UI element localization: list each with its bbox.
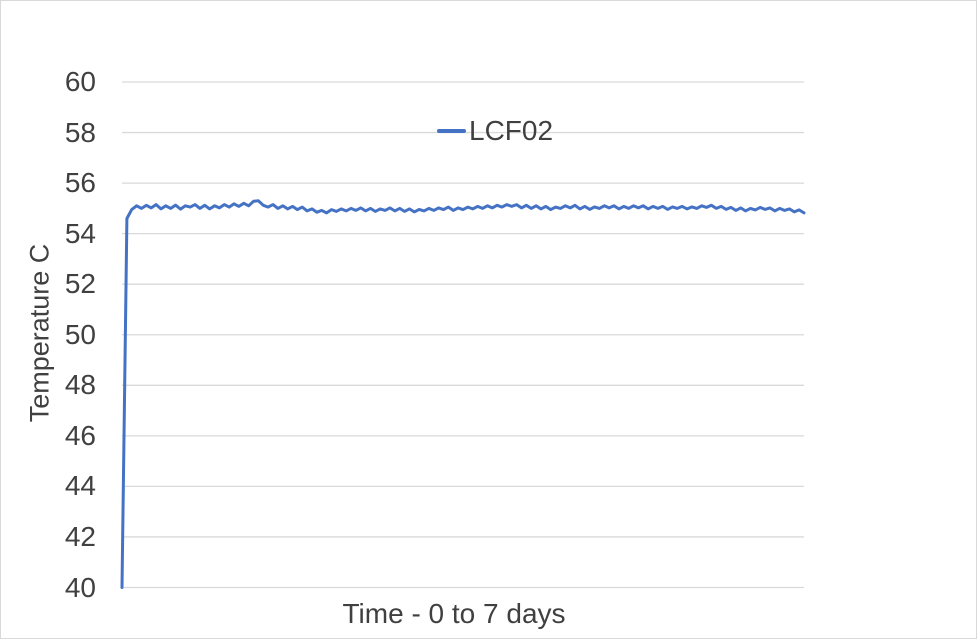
y-axis-title: Temperature C: [24, 243, 55, 423]
series-line-LCF02: [120, 199, 806, 589]
legend-label: LCF02: [469, 115, 554, 146]
y-tick-label-40: 40: [64, 571, 96, 603]
y-tick-label-52: 52: [64, 268, 96, 300]
y-tick-label-44: 44: [64, 470, 96, 502]
legend: LCF02: [437, 116, 553, 146]
y-tick-label-50: 50: [64, 318, 96, 350]
legend-marker-line-icon: [437, 129, 466, 133]
y-tick-label-48: 48: [64, 369, 96, 401]
y-tick-label-42: 42: [64, 520, 96, 552]
x-axis-title: Time - 0 to 7 days: [342, 598, 566, 629]
y-tick-label-56: 56: [64, 167, 96, 199]
y-tick-label-60: 60: [64, 66, 96, 97]
y-tick-label-54: 54: [64, 217, 96, 249]
y-tick-label-46: 46: [64, 419, 96, 451]
y-tick-label-58: 58: [64, 116, 96, 148]
